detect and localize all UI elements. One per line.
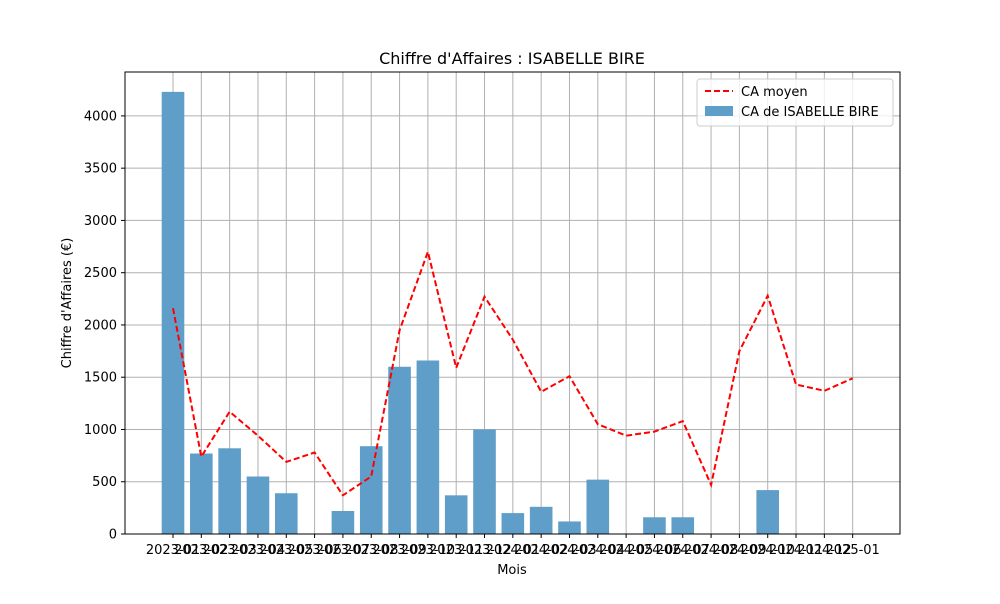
ticks-layer: 050010001500200025003000350040002023-012… xyxy=(84,109,880,558)
bar-2024-04 xyxy=(586,479,610,534)
y-tick-label: 0 xyxy=(109,528,117,543)
line-layer xyxy=(172,248,854,497)
y-tick-label: 3000 xyxy=(84,214,117,229)
x-tick-label: 2023-06 xyxy=(287,543,341,558)
x-tick-label: 2023-12 xyxy=(457,543,511,558)
x-tick-label: 2024-11 xyxy=(769,543,823,558)
bar-2023-02 xyxy=(190,453,213,534)
bar-2023-09 xyxy=(388,366,411,534)
legend-box xyxy=(696,78,894,127)
y-tick-label: 2500 xyxy=(84,266,117,281)
bar-2023-05 xyxy=(274,493,298,534)
x-tick-label: 2024-01 xyxy=(486,543,540,558)
x-tick-label: 2023-07 xyxy=(316,543,370,558)
bar-2023-04 xyxy=(246,476,270,534)
x-tick-label: 2024-12 xyxy=(797,543,851,558)
bar-2023-08 xyxy=(359,446,383,534)
x-tick-label: 2023-03 xyxy=(202,543,256,558)
x-tick-label: 2025-01 xyxy=(826,543,880,558)
bar-2024-10 xyxy=(756,490,780,534)
bar-2023-03 xyxy=(218,448,241,534)
y-tick-label: 2000 xyxy=(84,318,117,333)
x-axis-title: Mois xyxy=(497,563,527,578)
x-tick-label: 2024-08 xyxy=(684,543,738,558)
bar-2023-12 xyxy=(473,429,496,534)
y-tick-label: 1000 xyxy=(84,423,117,438)
x-tick-label: 2023-01 xyxy=(146,543,200,558)
bar-2024-02 xyxy=(529,506,553,534)
bar-2023-10 xyxy=(416,360,440,534)
x-tick-label: 2023-08 xyxy=(344,543,398,558)
legend-bar-swatch xyxy=(705,106,733,116)
x-tick-label: 2023-11 xyxy=(429,543,483,558)
chart-title: Chiffre d'Affaires : ISABELLE BIRE xyxy=(379,49,645,68)
bar-2024-03 xyxy=(558,521,581,534)
bar-2023-07 xyxy=(331,511,355,534)
x-tick-label: 2023-09 xyxy=(372,543,426,558)
bar-2024-07 xyxy=(671,517,695,534)
y-tick-label: 3500 xyxy=(84,162,117,177)
x-tick-label: 2024-03 xyxy=(542,543,596,558)
legend: CA moyen CA de ISABELLE BIRE xyxy=(696,78,894,127)
y-tick-label: 1500 xyxy=(84,371,117,386)
bar-2024-01 xyxy=(501,513,525,534)
x-tick-label: 2024-10 xyxy=(741,543,795,558)
bar-2023-11 xyxy=(444,495,468,534)
x-tick-label: 2023-10 xyxy=(401,543,455,558)
series-line-ca-moyen xyxy=(172,248,854,497)
x-tick-label: 2024-07 xyxy=(656,543,710,558)
x-tick-label: 2024-09 xyxy=(712,543,766,558)
x-tick-label: 2023-05 xyxy=(259,543,313,558)
x-tick-label: 2024-05 xyxy=(599,543,653,558)
x-tick-label: 2024-04 xyxy=(571,543,625,558)
x-tick-label: 2024-02 xyxy=(514,543,568,558)
grid-layer xyxy=(125,72,900,535)
y-tick-label: 500 xyxy=(92,475,117,490)
x-tick-label: 2023-02 xyxy=(174,543,228,558)
x-tick-label: 2023-04 xyxy=(231,543,285,558)
x-tick-label: 2024-06 xyxy=(627,543,681,558)
bar-2024-06 xyxy=(643,517,666,534)
y-axis-title: Chiffre d'Affaires (€) xyxy=(60,238,75,369)
bars-layer xyxy=(161,91,780,534)
legend-label-ca-isabelle: CA de ISABELLE BIRE xyxy=(741,105,879,120)
y-tick-label: 4000 xyxy=(84,109,117,124)
legend-label-ca-moyen: CA moyen xyxy=(741,85,808,100)
